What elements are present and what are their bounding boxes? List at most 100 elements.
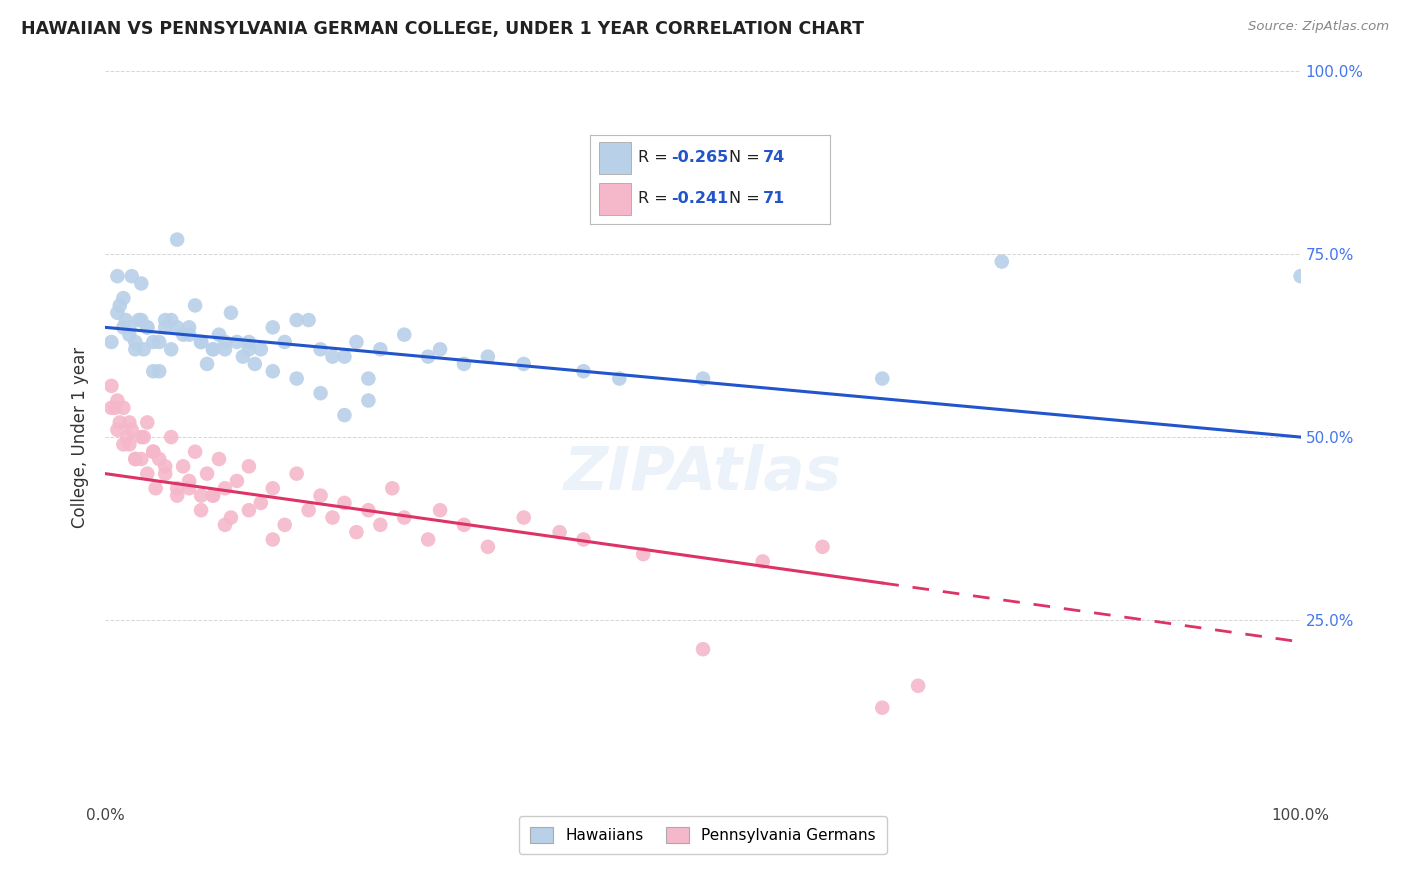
Point	[513, 357, 536, 371]
Point	[184, 298, 207, 312]
Point	[453, 357, 475, 371]
Point	[285, 313, 308, 327]
Point	[333, 350, 356, 364]
Point	[142, 364, 165, 378]
Text: -0.265: -0.265	[671, 150, 728, 165]
Point	[108, 298, 131, 312]
Point	[190, 334, 212, 349]
Point	[142, 444, 165, 458]
Point	[124, 452, 146, 467]
Point	[346, 334, 368, 349]
Point	[166, 320, 188, 334]
Point	[262, 320, 284, 334]
Point	[166, 481, 188, 495]
Point	[148, 334, 170, 349]
Point	[1289, 269, 1312, 284]
Bar	[599, 142, 630, 174]
Point	[285, 371, 308, 385]
Point	[321, 350, 344, 364]
Point	[145, 481, 167, 495]
Point	[104, 401, 127, 415]
Point	[243, 357, 266, 371]
Text: HAWAIIAN VS PENNSYLVANIA GERMAN COLLEGE, UNDER 1 YEAR CORRELATION CHART: HAWAIIAN VS PENNSYLVANIA GERMAN COLLEGE,…	[21, 20, 865, 37]
Point	[250, 343, 273, 357]
Y-axis label: College, Under 1 year: College, Under 1 year	[72, 346, 90, 528]
Point	[112, 320, 135, 334]
Point	[811, 540, 834, 554]
Text: N =: N =	[728, 150, 759, 165]
Point	[285, 467, 308, 481]
Point	[153, 320, 177, 334]
Point	[177, 320, 201, 334]
Point	[872, 371, 894, 385]
Point	[477, 540, 499, 554]
Point	[114, 313, 136, 327]
Point	[453, 517, 475, 532]
Point	[172, 459, 194, 474]
Point	[129, 452, 153, 467]
Point	[132, 343, 155, 357]
Point	[148, 364, 170, 378]
Text: R =: R =	[638, 191, 668, 206]
Point	[153, 313, 177, 327]
Point	[225, 334, 249, 349]
Point	[202, 343, 225, 357]
Point	[238, 334, 260, 349]
Point	[262, 481, 284, 495]
Point	[219, 510, 242, 524]
Point	[309, 489, 332, 503]
Point	[357, 503, 380, 517]
Point	[333, 408, 356, 422]
Point	[333, 496, 356, 510]
Point	[513, 510, 536, 524]
Point	[202, 489, 225, 503]
Text: -0.241: -0.241	[671, 191, 728, 206]
Point	[129, 277, 153, 291]
Point	[357, 393, 380, 408]
Point	[692, 642, 714, 657]
Point	[208, 452, 231, 467]
Point	[153, 467, 177, 481]
Point	[118, 320, 141, 334]
Point	[202, 343, 225, 357]
Point	[633, 547, 655, 561]
Point	[100, 379, 122, 393]
Point	[177, 481, 201, 495]
Text: R =: R =	[638, 150, 668, 165]
Point	[115, 430, 138, 444]
Point	[190, 334, 212, 349]
Point	[321, 510, 344, 524]
Point	[214, 481, 236, 495]
Point	[100, 401, 122, 415]
Point	[607, 371, 630, 385]
Point	[238, 459, 260, 474]
Point	[477, 350, 499, 364]
Point	[112, 401, 135, 415]
Point	[907, 679, 929, 693]
Text: 74: 74	[762, 150, 785, 165]
Point	[148, 452, 170, 467]
Text: 71: 71	[762, 191, 785, 206]
Point	[368, 517, 391, 532]
Point	[238, 343, 260, 357]
Point	[166, 233, 188, 247]
Point	[136, 320, 159, 334]
Point	[124, 343, 146, 357]
Point	[107, 306, 129, 320]
Point	[129, 430, 153, 444]
Point	[112, 291, 135, 305]
Point	[112, 437, 135, 451]
Point	[160, 430, 183, 444]
Point	[548, 525, 571, 540]
Point	[214, 334, 236, 349]
Point	[297, 313, 319, 327]
Point	[202, 489, 225, 503]
Point	[262, 364, 284, 378]
Point	[118, 437, 141, 451]
Bar	[599, 183, 630, 215]
Legend: Hawaiians, Pennsylvania Germans: Hawaiians, Pennsylvania Germans	[519, 816, 887, 854]
Point	[751, 554, 773, 568]
Point	[177, 327, 201, 342]
Point	[195, 357, 218, 371]
Point	[273, 334, 295, 349]
